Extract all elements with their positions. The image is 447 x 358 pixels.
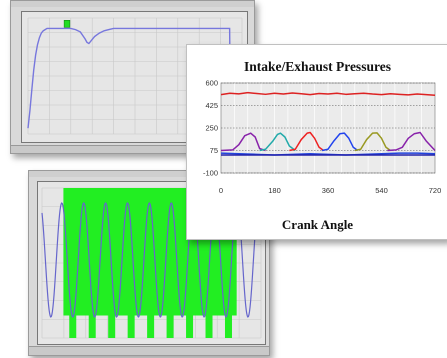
pulse-bar xyxy=(147,315,155,338)
pulse-bar xyxy=(186,315,194,338)
pulse-bar xyxy=(108,315,116,338)
status-strip xyxy=(29,346,269,355)
x-axis-label: Crank Angle xyxy=(281,217,354,232)
x-tick-label: 360 xyxy=(322,186,335,195)
pulse-bar xyxy=(166,315,174,338)
window-titlebar xyxy=(29,171,269,177)
pulse-bar xyxy=(69,315,77,338)
y-tick-label: 425 xyxy=(205,101,218,110)
x-tick-label: 720 xyxy=(429,186,442,195)
highlight-marker xyxy=(63,20,71,28)
x-tick-label: 0 xyxy=(219,186,223,195)
y-tick-label: -100 xyxy=(203,169,218,178)
y-tick-label: 250 xyxy=(205,124,218,133)
series-line xyxy=(220,132,266,152)
series-line xyxy=(354,132,391,152)
series-line xyxy=(259,132,296,152)
pulse-bar xyxy=(88,315,96,338)
x-tick-label: 180 xyxy=(268,186,281,195)
series-line xyxy=(289,131,324,152)
series-line xyxy=(387,131,436,152)
y-tick-label: 600 xyxy=(205,79,218,88)
y-tick-label: 75 xyxy=(210,146,218,155)
chart-title: Intake/Exhaust Pressures xyxy=(244,59,391,74)
x-tick-label: 540 xyxy=(375,186,388,195)
series-line xyxy=(220,91,436,96)
pulse-bar xyxy=(224,315,232,338)
series-line xyxy=(27,27,232,135)
status-strip xyxy=(11,145,254,153)
series-line xyxy=(321,132,359,152)
pulse-bar xyxy=(205,315,213,338)
pressures-chart-window: Intake/Exhaust Pressures 600 425 250 75 -100… xyxy=(186,44,447,240)
series-line xyxy=(41,202,262,318)
window-titlebar xyxy=(11,1,254,7)
pulse-bar xyxy=(127,315,135,338)
